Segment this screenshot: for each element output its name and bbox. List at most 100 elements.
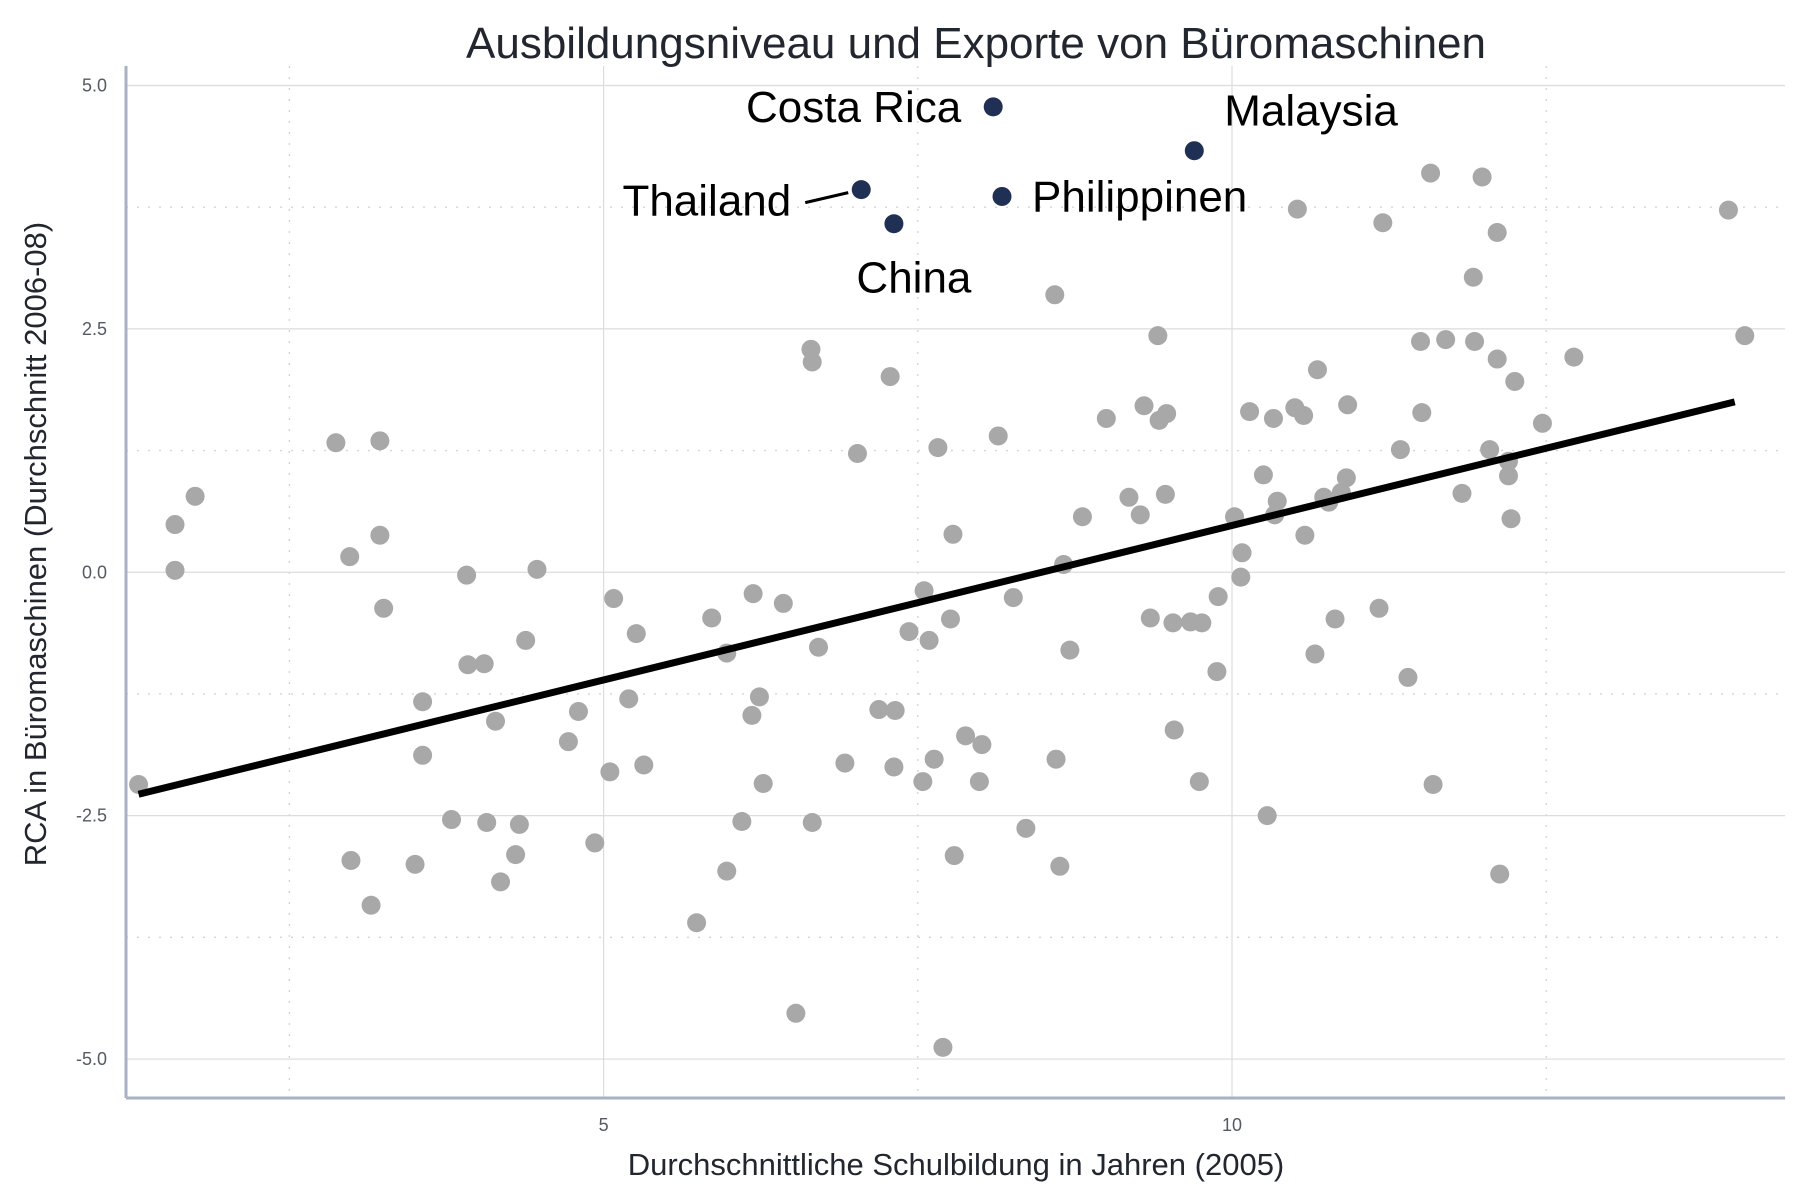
data-point [914,581,934,601]
data-point [340,547,360,567]
data-point [1163,613,1183,633]
data-point [1412,403,1432,423]
data-point [717,861,737,881]
highlighted-point [884,214,904,234]
data-point [1003,588,1023,608]
data-point [1263,408,1283,428]
data-point [687,913,707,933]
data-point [486,711,506,731]
data-point [374,598,394,618]
highlighted-point [1184,141,1204,161]
data-point [477,812,497,832]
y-tick-label: -5.0 [76,1049,107,1069]
data-point [749,687,769,707]
data-point [442,810,462,830]
data-point [1072,507,1092,527]
data-point [943,524,963,544]
data-point [506,845,526,865]
data-point [880,367,900,387]
data-point [1295,525,1315,545]
data-point [1305,644,1325,664]
data-point [809,637,829,657]
y-tick-label: 5.0 [82,75,107,95]
data-point [1189,772,1209,792]
data-point [626,624,646,644]
data-point [732,812,752,832]
data-point [1390,440,1410,460]
country-label: China [856,254,971,303]
data-point [802,352,822,372]
data-point [1046,749,1066,769]
data-point [1532,413,1552,433]
y-tick-label: -2.5 [76,806,107,826]
data-point [944,846,964,866]
y-axis-title: RCA in Büromaschinen (Durchschnitt 2006-… [18,222,53,866]
data-point [558,732,578,752]
data-point [619,689,639,709]
data-point [1436,330,1456,350]
data-point [1287,199,1307,219]
data-point [743,584,763,604]
trend-line-group [137,398,1736,798]
data-point [634,755,654,775]
trend-line [137,398,1736,798]
data-point [928,438,948,458]
data-point [1325,609,1345,629]
data-point [1232,543,1252,563]
data-point [773,593,793,613]
data-point [988,426,1008,446]
data-point [1257,806,1277,826]
data-point [1307,360,1327,380]
data-point [802,812,822,832]
data-point [165,515,185,535]
data-point [516,630,536,650]
data-point [786,1003,806,1023]
data-point [1505,371,1525,391]
data-point [1208,587,1228,607]
x-tick-label: 10 [1222,1115,1242,1135]
highlighted-point [851,180,871,200]
data-point [742,705,762,725]
data-point [1140,608,1160,628]
y-tick-label: 2.5 [82,319,107,339]
data-point [1155,484,1175,504]
data-point [568,701,588,721]
data-point [1338,395,1358,415]
data-point [1240,402,1260,422]
data-point [1096,408,1116,428]
data-point [1267,491,1287,511]
data-point [1463,267,1483,287]
data-point [405,854,425,874]
data-point [600,762,620,782]
data-point [1060,640,1080,660]
tick-labels: 5 10 5.0 2.5 0.0 -2.5 -5.0 [76,75,1242,1135]
data-point [1452,483,1472,503]
data-point [1472,167,1492,187]
data-point [1499,466,1518,486]
data-point [1480,440,1500,460]
data-point [1119,487,1139,507]
axes [124,66,1785,1100]
data-point [969,772,989,792]
data-point [1411,332,1431,352]
data-point [370,525,390,545]
country-label: Costa Rica [746,83,962,132]
data-point [933,1037,953,1057]
data-point [1423,775,1443,795]
country-label: Malaysia [1224,87,1398,136]
data-point [1192,613,1212,633]
data-point [458,655,478,675]
data-point [1134,396,1154,416]
data-point [474,654,494,674]
data-point [972,735,992,755]
data-point [1157,404,1177,424]
data-point [1735,326,1755,346]
data-point [1016,818,1036,838]
data-point [940,609,960,629]
grid [126,66,1785,1098]
chart-title: Ausbildungsniveau und Exporte von Büroma… [466,19,1486,68]
data-point [1501,509,1521,529]
data-point [885,701,905,721]
data-point [884,757,904,777]
